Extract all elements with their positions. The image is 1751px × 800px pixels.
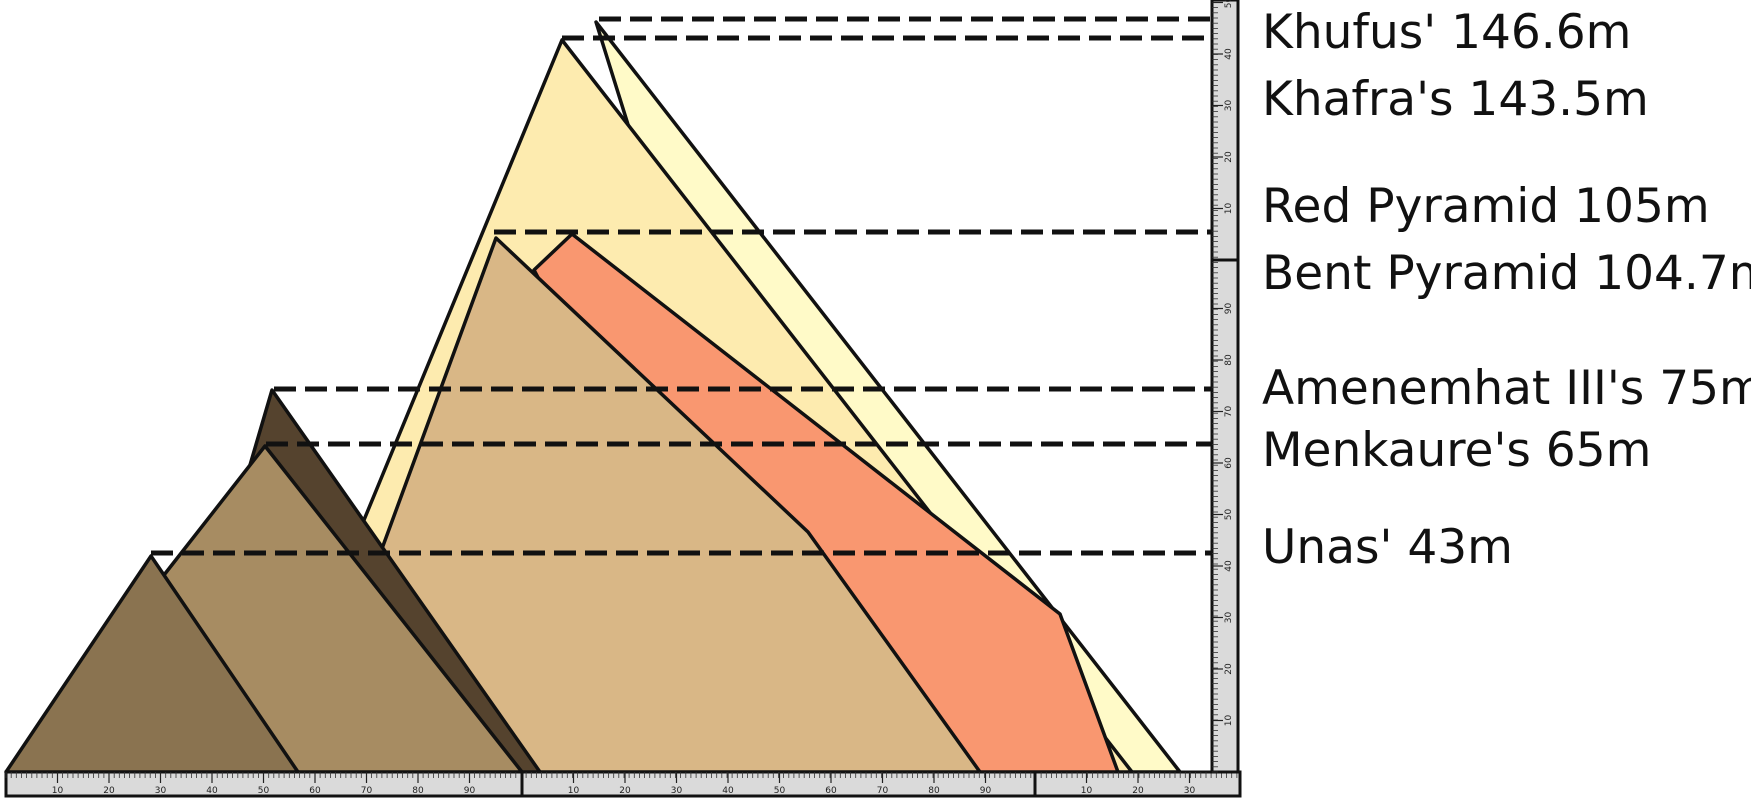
label-unas: Unas' 43m [1262, 520, 1513, 575]
vertical-ruler-tick-label: 80 [1224, 354, 1234, 366]
pyramid-labels: Khufus' 146.6m Khafra's 143.5m Red Pyram… [1262, 5, 1751, 575]
vertical-ruler-tick-label: 90 [1224, 303, 1234, 315]
label-khufu: Khufus' 146.6m [1262, 5, 1631, 60]
vertical-ruler-tick-label: 10 [1224, 715, 1234, 727]
vertical-ruler-tick-label: 40 [1224, 560, 1234, 572]
vertical-ruler-tick-label: 40 [1224, 48, 1234, 60]
bottom-ruler-tick-label: 50 [258, 786, 270, 796]
label-amenemhat: Amenemhat III's 75m [1262, 361, 1751, 416]
bottom-ruler-tick-label: 90 [980, 786, 992, 796]
bottom-ruler-tick-label: 60 [309, 786, 321, 796]
vertical-ruler-tick-label: 60 [1224, 457, 1234, 469]
pyramid-shapes [4, 20, 1182, 774]
bottom-ruler-tick-label: 10 [52, 786, 64, 796]
bottom-ruler-tick-label: 10 [1081, 786, 1093, 796]
bottom-ruler-tick-label: 40 [206, 786, 218, 796]
label-bent: Bent Pyramid 104.7m [1262, 246, 1751, 301]
vertical-ruler: 10 20 30 40 50 60 70 80 90 10 20 30 40 50 [1210, 0, 1240, 774]
bottom-ruler-tick-label: 50 [774, 786, 786, 796]
label-khafra: Khafra's 143.5m [1262, 72, 1649, 127]
vertical-ruler-tick-label: 20 [1224, 663, 1234, 675]
bottom-ruler: 10 20 30 40 50 60 70 80 90 10 20 30 40 50 60 70 80 90 10 20… [4, 770, 1242, 798]
bottom-ruler-tick-label: 60 [825, 786, 837, 796]
bottom-ruler-tick-label: 20 [1132, 786, 1144, 796]
bottom-ruler-tick-label: 30 [155, 786, 167, 796]
label-menkaure: Menkaure's 65m [1262, 423, 1651, 478]
bottom-ruler-tick-label: 10 [568, 786, 580, 796]
bottom-ruler-tick-label: 90 [464, 786, 476, 796]
vertical-ruler-tick-label: 10 [1224, 203, 1234, 215]
bottom-ruler-tick-label: 20 [103, 786, 115, 796]
bottom-ruler-tick-label: 70 [361, 786, 373, 796]
vertical-ruler-tick-label: 50 [1224, 509, 1234, 521]
vertical-ruler-tick-label: 20 [1224, 151, 1234, 163]
vertical-ruler-tick-label: 30 [1224, 100, 1234, 112]
bottom-ruler-tick-label: 80 [412, 786, 424, 796]
bottom-ruler-tick-label: 30 [1184, 786, 1196, 796]
vertical-ruler-tick-label: 30 [1224, 612, 1234, 624]
bottom-ruler-tick-label: 30 [671, 786, 683, 796]
height-guide-lines [151, 16, 1212, 556]
bottom-ruler-tick-label: 70 [877, 786, 889, 796]
vertical-ruler-tick-label: 50 [1224, 0, 1234, 8]
bottom-ruler-tick-label: 80 [928, 786, 940, 796]
bottom-ruler-tick-label: 40 [722, 786, 734, 796]
label-red: Red Pyramid 105m [1262, 179, 1710, 234]
vertical-ruler-tick-label: 70 [1224, 406, 1234, 418]
bottom-ruler-tick-label: 20 [619, 786, 631, 796]
